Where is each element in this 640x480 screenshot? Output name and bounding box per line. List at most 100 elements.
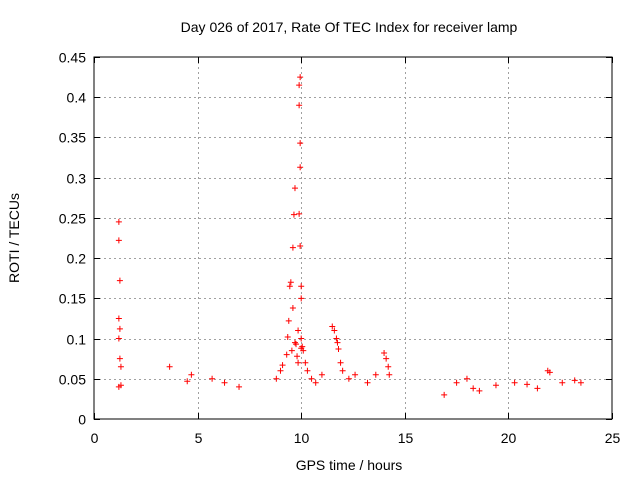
data-point <box>117 363 124 370</box>
y-tick-label: 0.3 <box>67 171 87 187</box>
data-point <box>285 317 292 324</box>
data-point <box>236 383 243 390</box>
data-point <box>546 369 553 376</box>
data-point <box>115 315 122 322</box>
data-point <box>304 367 311 374</box>
data-point <box>571 377 578 384</box>
data-point <box>299 343 306 350</box>
data-point <box>337 359 344 366</box>
data-point <box>577 379 584 386</box>
data-point <box>297 164 304 171</box>
data-point <box>441 391 448 398</box>
data-point <box>297 243 304 250</box>
data-point <box>115 335 122 342</box>
data-point <box>308 375 315 382</box>
data-point <box>492 382 499 389</box>
data-point <box>117 382 124 389</box>
data-point <box>297 74 304 81</box>
y-tick-label: 0 <box>78 412 86 428</box>
data-point <box>300 347 307 354</box>
y-tick-label: 0.1 <box>67 332 87 348</box>
data-point <box>295 327 302 334</box>
chart-title: Day 026 of 2017, Rate Of TEC Index for r… <box>181 19 518 35</box>
data-point <box>312 379 319 386</box>
x-tick-label: 15 <box>398 430 414 446</box>
data-point <box>329 323 336 330</box>
y-tick-label: 0.45 <box>59 50 86 66</box>
data-point <box>345 375 352 382</box>
data-point <box>293 341 300 348</box>
data-point <box>296 82 303 89</box>
data-point <box>209 375 216 382</box>
data-point <box>331 327 338 334</box>
data-point <box>289 304 296 311</box>
data-point <box>298 335 305 342</box>
data-point <box>287 279 294 286</box>
data-point <box>352 371 359 378</box>
y-tick-label: 0.15 <box>59 291 86 307</box>
data-point <box>364 379 371 386</box>
data-point <box>115 237 122 244</box>
data-point <box>381 350 388 357</box>
data-point <box>334 339 341 346</box>
data-point <box>295 359 302 366</box>
data-point <box>372 371 379 378</box>
data-point <box>166 363 173 370</box>
data-point <box>383 355 390 362</box>
y-tick-label: 0.05 <box>59 372 86 388</box>
y-axis-tick-labels: 0 0.05 0.1 0.15 0.2 0.25 0.3 0.35 0.4 0.45 <box>59 50 86 428</box>
x-tick-label: 20 <box>501 430 517 446</box>
data-point <box>277 367 284 374</box>
data-point <box>279 362 286 369</box>
data-point <box>476 387 483 394</box>
data-point <box>296 210 303 217</box>
data-point <box>463 375 470 382</box>
data-point <box>470 385 477 392</box>
data-point <box>116 277 123 284</box>
y-tick-label: 0.25 <box>59 211 86 227</box>
data-point <box>286 283 293 290</box>
data-point <box>333 335 340 342</box>
data-point <box>296 102 303 109</box>
data-point <box>115 218 122 225</box>
data-point <box>184 378 191 385</box>
x-tick-label: 0 <box>91 430 99 446</box>
data-point <box>273 375 280 382</box>
data-point <box>318 371 325 378</box>
data-point <box>534 385 541 392</box>
grid-lines <box>94 57 612 419</box>
data-point <box>386 371 393 378</box>
data-point <box>297 140 304 147</box>
data-point <box>116 325 123 332</box>
data-point <box>294 353 301 360</box>
y-tick-label: 0.35 <box>59 130 86 146</box>
data-point <box>284 333 291 340</box>
data-point <box>289 244 296 251</box>
x-tick-label: 25 <box>605 430 621 446</box>
data-point <box>290 211 297 218</box>
x-tick-label: 10 <box>294 430 310 446</box>
y-tick-label: 0.4 <box>67 90 87 106</box>
x-axis-label: GPS time / hours <box>296 457 403 473</box>
plot-frame <box>93 56 613 420</box>
data-point <box>116 355 123 362</box>
data-point <box>302 359 309 366</box>
y-tick-label: 0.2 <box>67 251 87 267</box>
data-points <box>115 74 584 398</box>
data-point <box>298 295 305 302</box>
data-point <box>511 379 518 386</box>
data-point <box>339 367 346 374</box>
data-point <box>283 351 290 358</box>
data-point <box>385 363 392 370</box>
x-axis-tick-labels: 0 5 10 15 20 25 <box>91 430 621 446</box>
data-point <box>524 381 531 388</box>
data-point <box>335 346 342 353</box>
data-point <box>291 185 298 192</box>
data-point <box>559 379 566 386</box>
data-point <box>298 283 305 290</box>
data-point <box>221 379 228 386</box>
y-axis-label: ROTI / TECUs <box>6 193 22 283</box>
data-point <box>453 379 460 386</box>
